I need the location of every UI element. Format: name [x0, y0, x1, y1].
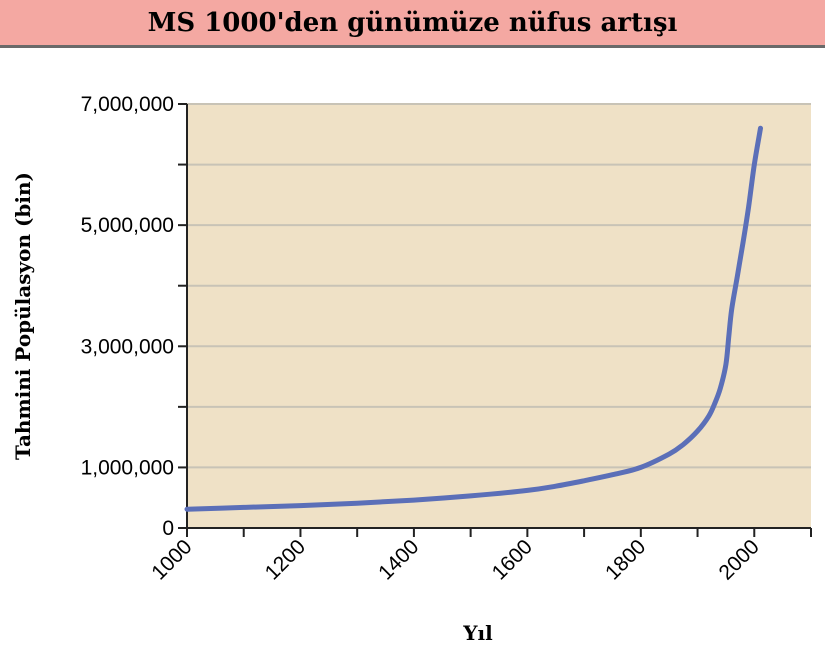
chart-title: MS 1000'den günümüze nüfus artışı — [147, 8, 678, 38]
x-tick-label: 1600 — [488, 535, 537, 584]
x-tick-label: 1200 — [261, 535, 310, 584]
x-axis-label: Yıl — [462, 621, 493, 645]
y-axis-label: Tahmini Popülasyon (bin) — [11, 172, 35, 460]
title-banner: MS 1000'den günümüze nüfus artışı — [0, 0, 825, 48]
y-tick-label: 1,000,000 — [81, 456, 174, 479]
x-axis-ticks: 1000 1200 1400 1600 1800 2000 — [147, 528, 812, 585]
x-tick-label: 1000 — [147, 535, 196, 584]
y-tick-label: 5,000,000 — [81, 214, 174, 237]
plot-area — [187, 104, 811, 528]
gridlines — [187, 103, 811, 469]
x-tick-label: 1800 — [601, 535, 650, 584]
x-tick-label: 1400 — [374, 535, 423, 584]
y-tick-label: 3,000,000 — [81, 335, 174, 358]
y-axis-ticks: 0 1,000,000 3,000,000 5,000,000 7,000,000 — [81, 93, 187, 540]
axes — [186, 104, 811, 529]
x-tick-label: 2000 — [715, 535, 764, 584]
y-tick-label: 7,000,000 — [81, 93, 174, 116]
y-tick-label: 0 — [162, 517, 174, 540]
population-line — [184, 125, 763, 512]
